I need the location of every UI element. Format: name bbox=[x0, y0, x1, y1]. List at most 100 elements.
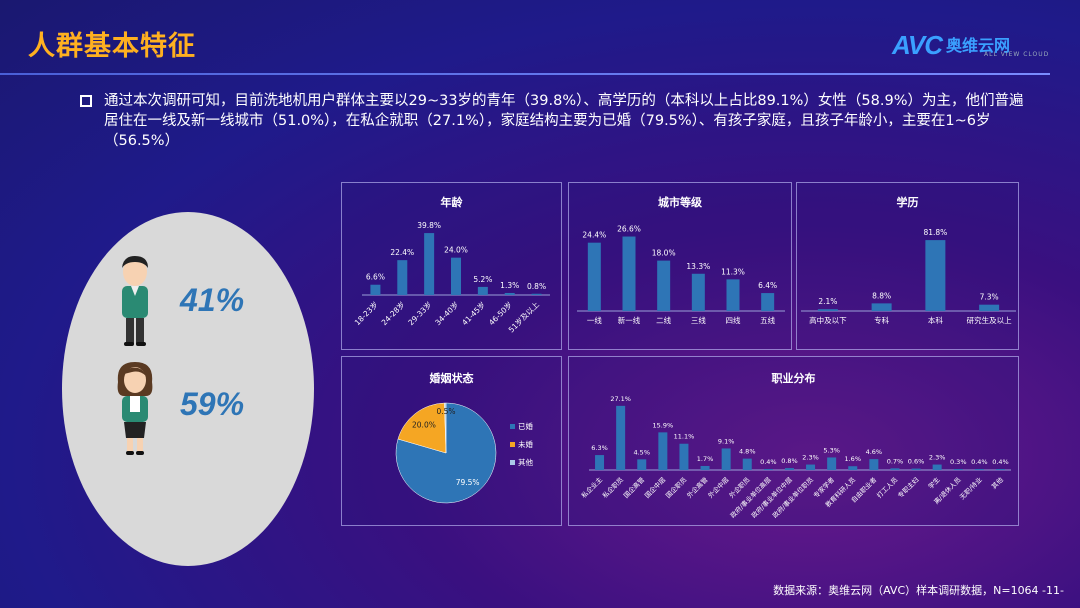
tick-label: 18-23岁 bbox=[352, 299, 380, 327]
tick-label: 外企高管 bbox=[685, 475, 710, 500]
legend-swatch bbox=[510, 460, 515, 465]
education-chart-title: 学历 bbox=[896, 196, 919, 209]
tick-label: 专职主妇 bbox=[896, 475, 921, 500]
tick-label: 34-40岁 bbox=[433, 299, 461, 327]
tick-label: 四线 bbox=[726, 315, 741, 325]
bar bbox=[869, 459, 879, 470]
bar bbox=[979, 304, 1000, 311]
bar bbox=[890, 468, 900, 470]
data-label: 9.1% bbox=[718, 437, 735, 445]
tick-label: 外企中层 bbox=[706, 475, 731, 500]
data-label: 24.4% bbox=[582, 231, 606, 240]
city-chart: 24.4% 一线 26.6% 新一线 18.0% 二线 13.3% 三线 11.3% 四线 6.4%… bbox=[577, 225, 785, 325]
bar bbox=[657, 260, 671, 311]
legend-label: 已婚 bbox=[518, 421, 533, 431]
bar bbox=[995, 469, 1005, 470]
data-label: 5.3% bbox=[823, 446, 840, 454]
bar bbox=[477, 286, 488, 295]
bar bbox=[763, 469, 773, 470]
female-figure-icon bbox=[117, 362, 153, 455]
tick-label: 国企中层 bbox=[643, 475, 668, 500]
bar bbox=[784, 468, 794, 470]
age-chart: 6.6% 18-23岁 22.4% 24-28岁 39.8% 29-33岁 24.0% 34-… bbox=[352, 221, 550, 334]
city-chart-title: 城市等级 bbox=[658, 196, 702, 209]
data-label: 0.4% bbox=[992, 458, 1009, 466]
female-percentage: 59% bbox=[180, 386, 245, 422]
tick-label: 国企高管 bbox=[621, 475, 646, 500]
bar bbox=[827, 457, 837, 470]
logo-subtitle: ALL VIEW CLOUD bbox=[984, 51, 1050, 58]
data-label: 26.6% bbox=[617, 225, 641, 234]
logo-main-text: AVC bbox=[892, 30, 943, 60]
bar bbox=[848, 466, 858, 470]
education-chart: 2.1% 高中及以下 8.8% 专科 81.8% 本科 7.3% 研究生及以上 bbox=[801, 228, 1016, 325]
data-label: 39.8% bbox=[417, 221, 441, 230]
page-title: 人群基本特征 bbox=[28, 31, 196, 62]
age-chart-panel: 年龄 6.6% 18-23岁 22.4% 24-28岁 39.8% 29-33岁 24.0%… bbox=[341, 182, 562, 350]
tick-label: 新一线 bbox=[618, 315, 641, 325]
bar bbox=[871, 303, 892, 311]
tick-label: 三线 bbox=[691, 315, 706, 325]
bar bbox=[932, 464, 942, 470]
data-label: 2.3% bbox=[802, 454, 819, 462]
tick-label: 一线 bbox=[587, 315, 602, 325]
male-figure-icon bbox=[122, 256, 148, 346]
square-bullet-icon bbox=[80, 95, 92, 107]
data-label: 7.3% bbox=[980, 293, 999, 302]
data-label: 0.6% bbox=[908, 458, 925, 466]
data-label: 4.5% bbox=[633, 448, 650, 456]
data-label: 2.3% bbox=[929, 454, 946, 462]
bar bbox=[761, 293, 775, 311]
data-label: 11.1% bbox=[674, 433, 695, 441]
bar bbox=[679, 443, 689, 470]
data-label: 6.3% bbox=[591, 444, 608, 452]
title-divider bbox=[0, 73, 1050, 75]
bar bbox=[595, 455, 605, 470]
data-label: 0.8% bbox=[527, 282, 546, 291]
bar bbox=[742, 458, 752, 470]
bar bbox=[658, 432, 668, 470]
bar bbox=[531, 293, 542, 295]
bar bbox=[397, 260, 408, 295]
bar bbox=[587, 242, 601, 311]
bar bbox=[451, 257, 461, 295]
summary-text: 通过本次调研可知，目前洗地机用户群体主要以29~33岁的青年（39.8%）、高学… bbox=[104, 93, 1024, 149]
male-percentage: 41% bbox=[180, 282, 245, 318]
data-label: 8.8% bbox=[872, 291, 891, 300]
data-label: 0.5% bbox=[436, 407, 455, 416]
data-label: 6.6% bbox=[366, 273, 385, 282]
tick-label: 私企职员 bbox=[600, 475, 625, 500]
bar bbox=[691, 273, 705, 311]
tick-label: 私企业主 bbox=[579, 475, 604, 500]
tick-label: 本科 bbox=[928, 315, 943, 325]
bar bbox=[817, 309, 838, 311]
bar bbox=[806, 464, 816, 470]
bar bbox=[726, 279, 740, 311]
occupation-chart-title: 职业分布 bbox=[771, 372, 816, 385]
data-label: 22.4% bbox=[390, 248, 414, 257]
data-label: 13.3% bbox=[686, 262, 710, 271]
data-label: 81.8% bbox=[923, 228, 947, 237]
tick-label: 其他 bbox=[989, 475, 1005, 491]
education-chart-panel: 学历 2.1% 高中及以下 8.8% 专科 81.8% 本科 7.3% 研究生及以上 bbox=[796, 182, 1019, 350]
data-label: 6.4% bbox=[758, 281, 777, 290]
data-label: 2.1% bbox=[818, 297, 837, 306]
bar bbox=[974, 469, 984, 470]
tick-label: 无职/待业 bbox=[957, 475, 984, 502]
bar bbox=[700, 465, 710, 470]
pie-slice bbox=[444, 402, 447, 454]
bar bbox=[637, 459, 647, 470]
tick-label: 打工人员 bbox=[875, 475, 900, 500]
tick-label: 二线 bbox=[656, 315, 671, 325]
marital-chart-panel: 婚姻状态 79.5% 20.0% 0.5% 已婚 未婚 其他 bbox=[341, 356, 562, 526]
data-label: 11.3% bbox=[721, 267, 745, 276]
tick-label: 29-33岁 bbox=[406, 299, 434, 327]
bar bbox=[721, 448, 731, 470]
data-label: 1.6% bbox=[844, 455, 861, 463]
legend-label: 其他 bbox=[518, 457, 533, 467]
occupation-chart: 6.3% 私企业主 27.1% 私企职员 4.5% 国企高管 15.9% 国企中层 11.1% 国… bbox=[579, 395, 1011, 520]
data-label: 0.3% bbox=[950, 458, 967, 466]
pie-slice bbox=[397, 402, 447, 454]
city-chart-panel: 城市等级 24.4% 一线 26.6% 新一线 18.0% 二线 13.3% 三线 11.3% 四… bbox=[568, 182, 792, 350]
